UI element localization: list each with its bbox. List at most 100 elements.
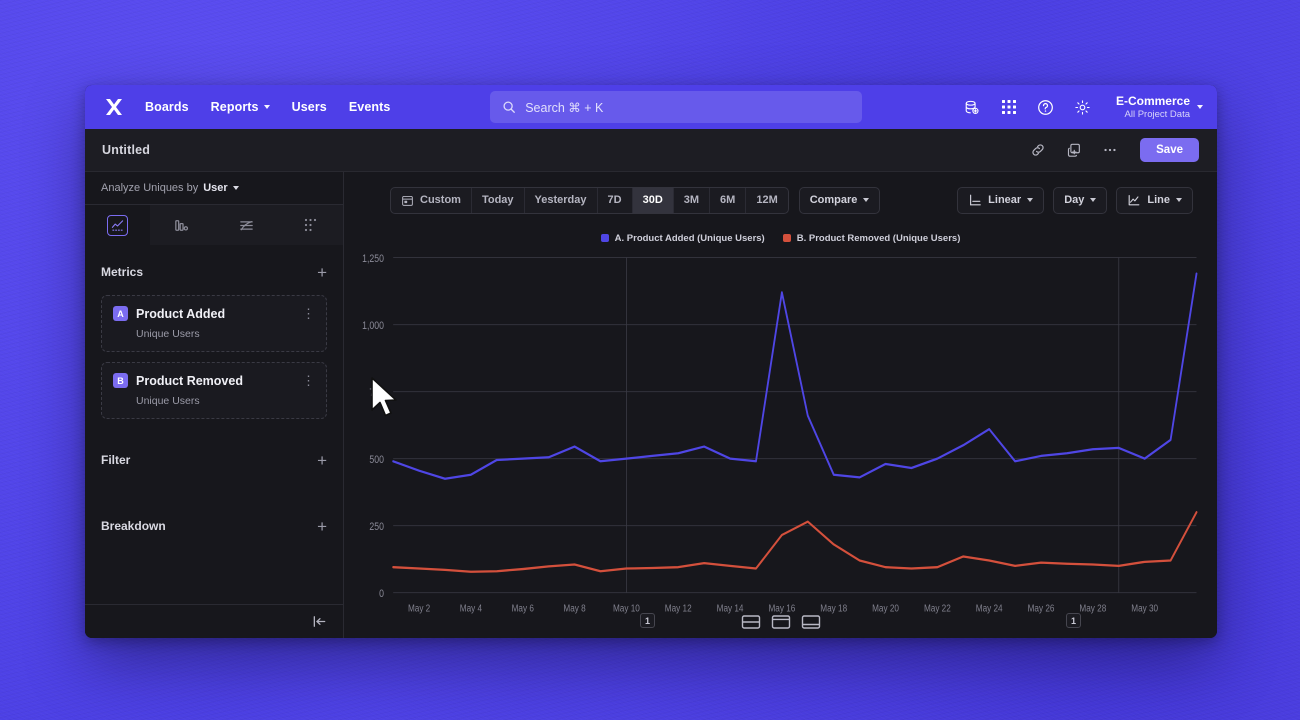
scale-selector[interactable]: Linear xyxy=(957,186,1045,214)
analyze-uniques-bar: Analyze Uniques by User xyxy=(85,172,343,205)
date-range-segmented-control: Custom Today Yesterday 7D 30D 3M 6M 12M xyxy=(390,186,789,214)
metric-card[interactable]: B Product Removed ⋮ Unique Users xyxy=(101,362,327,419)
line-chart-icon xyxy=(1127,193,1141,207)
add-metric-button[interactable]: + xyxy=(317,262,327,282)
top-nav-actions: E-Commerce All Project Data xyxy=(962,94,1203,121)
svg-text:500: 500 xyxy=(369,454,384,466)
sidebar-tabs xyxy=(85,205,343,245)
metrics-header: Metrics + xyxy=(101,259,327,285)
compare-label: Compare xyxy=(809,194,858,206)
chart-type-selector[interactable]: Line xyxy=(1116,186,1193,214)
split-horizontal-icon[interactable] xyxy=(741,614,761,630)
svg-text:1,250: 1,250 xyxy=(362,253,384,265)
search-placeholder: Search ⌘ + K xyxy=(525,100,604,115)
svg-text:May 10: May 10 xyxy=(613,603,640,614)
chart-legend: A. Product Added (Unique Users) B. Produ… xyxy=(344,228,1217,248)
breakdown-label: Breakdown xyxy=(101,519,166,533)
legend-swatch xyxy=(600,234,609,242)
single-panel-icon[interactable] xyxy=(771,614,791,630)
project-selector[interactable]: E-Commerce All Project Data xyxy=(1116,94,1203,121)
sidebar-footer xyxy=(85,604,343,638)
line-chart-svg[interactable]: 0 250 500 750 1,000 1,250 May 2 May 4 May 6 May 8… xyxy=(344,250,1217,638)
add-breakdown-button[interactable]: + xyxy=(317,516,327,536)
date-range-yesterday[interactable]: Yesterday xyxy=(525,187,598,213)
granularity-selector[interactable]: Day xyxy=(1053,186,1108,214)
nav-link-boards[interactable]: Boards xyxy=(145,100,189,114)
analyze-value[interactable]: User xyxy=(203,182,228,194)
chevron-down-icon xyxy=(1090,198,1097,202)
svg-text:May 30: May 30 xyxy=(1131,603,1158,614)
x-logo-icon[interactable] xyxy=(101,94,127,120)
save-button[interactable]: Save xyxy=(1140,138,1199,162)
nav-link-events[interactable]: Events xyxy=(349,100,391,114)
legend-item-series-a[interactable]: A. Product Added (Unique Users) xyxy=(600,233,765,244)
chevron-down-icon xyxy=(1197,105,1203,109)
title-bar-actions: Save xyxy=(1028,138,1199,162)
nav-link-label: Events xyxy=(348,100,391,114)
filter-label: Filter xyxy=(101,453,131,467)
nav-link-reports[interactable]: Reports xyxy=(211,100,270,114)
page-title[interactable]: Untitled xyxy=(102,143,151,157)
svg-text:May 4: May 4 xyxy=(460,603,482,614)
legend-item-series-b[interactable]: B. Product Removed (Unique Users) xyxy=(782,233,960,244)
compare-button[interactable]: Compare xyxy=(798,186,881,214)
metric-card[interactable]: A Product Added ⋮ Unique Users xyxy=(101,295,327,352)
chart-area: A. Product Added (Unique Users) B. Produ… xyxy=(344,228,1217,638)
breakdown-header: Breakdown + xyxy=(101,513,327,539)
project-subtitle: All Project Data xyxy=(1124,108,1190,120)
metric-name: Product Removed xyxy=(136,373,243,388)
analyze-prefix-label: Analyze Uniques by xyxy=(101,182,199,194)
bottom-panel-icon[interactable] xyxy=(801,614,821,630)
sidebar-tab-chart-report[interactable] xyxy=(85,205,150,245)
granularity-label: Day xyxy=(1064,194,1085,206)
date-range-12m[interactable]: 12M xyxy=(756,194,778,206)
metric-options-icon[interactable]: ⋮ xyxy=(302,305,315,321)
svg-text:750: 750 xyxy=(369,387,384,399)
more-horizontal-icon[interactable] xyxy=(1100,140,1120,160)
svg-text:May 6: May 6 xyxy=(512,603,534,614)
metric-subtitle: Unique Users xyxy=(136,328,200,340)
svg-text:May 26: May 26 xyxy=(1028,603,1055,614)
date-range-3m[interactable]: 3M xyxy=(674,187,711,213)
report-title-bar: Untitled Save xyxy=(85,129,1217,172)
search-icon xyxy=(502,100,516,114)
date-range-custom[interactable]: Custom xyxy=(391,187,472,213)
sidebar-tab-grid-dots[interactable] xyxy=(278,205,343,245)
workspace: Analyze Uniques by User xyxy=(85,172,1217,638)
gear-icon[interactable] xyxy=(1073,97,1093,117)
sidebar-tab-flow[interactable] xyxy=(214,205,279,245)
calendar-icon xyxy=(401,194,414,207)
chevron-down-icon xyxy=(1176,198,1182,202)
date-range-6m[interactable]: 6M xyxy=(710,187,747,213)
search-input[interactable]: Search ⌘ + K xyxy=(490,91,863,123)
project-name: E-Commerce xyxy=(1115,93,1190,108)
link-icon[interactable] xyxy=(1028,140,1048,160)
svg-text:0: 0 xyxy=(379,588,384,600)
metric-card-header: B Product Removed ⋮ xyxy=(113,373,315,388)
annotation-badge-left[interactable]: 1 xyxy=(640,613,655,628)
date-range-30d[interactable]: 30D xyxy=(632,187,674,213)
search-container: Search ⌘ + K xyxy=(390,91,962,123)
metric-options-icon[interactable]: ⋮ xyxy=(302,372,315,388)
bar-chart-icon xyxy=(173,217,190,234)
add-filter-button[interactable]: + xyxy=(317,450,327,470)
collapse-sidebar-icon[interactable] xyxy=(312,614,327,629)
metric-subtitle: Unique Users xyxy=(136,395,200,407)
date-range-7d[interactable]: 7D xyxy=(598,187,633,213)
chevron-down-icon xyxy=(263,105,270,109)
annotation-badge-right[interactable]: 1 xyxy=(1066,613,1081,628)
date-range-today[interactable]: Today xyxy=(472,187,525,213)
metrics-label: Metrics xyxy=(101,265,144,279)
breakdown-section: Breakdown + xyxy=(85,513,343,539)
nav-link-users[interactable]: Users xyxy=(292,100,327,114)
apps-grid-icon[interactable] xyxy=(999,97,1019,117)
svg-text:May 20: May 20 xyxy=(872,603,899,614)
duplicate-icon[interactable] xyxy=(1064,140,1084,160)
sidebar-tab-bar-chart[interactable] xyxy=(149,205,214,245)
database-icon[interactable] xyxy=(962,97,982,117)
svg-text:May 16: May 16 xyxy=(768,603,795,614)
svg-text:May 12: May 12 xyxy=(665,603,692,614)
svg-text:May 2: May 2 xyxy=(408,603,430,614)
main-panel: Custom Today Yesterday 7D 30D 3M 6M 12M … xyxy=(344,172,1217,638)
help-circle-icon[interactable] xyxy=(1036,97,1056,117)
